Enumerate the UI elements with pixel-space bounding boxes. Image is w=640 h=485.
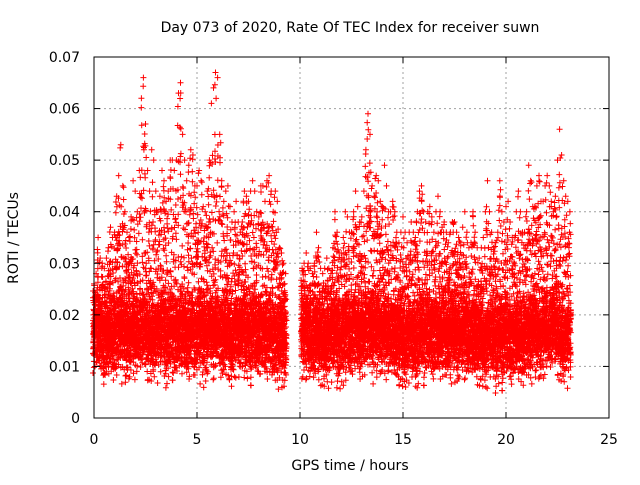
tick-labels: 0 5 10 15 20 25 0 0.01 0.02 0.03 0.04 0.05 0.06 0.07	[49, 50, 618, 448]
roti-points	[90, 69, 574, 396]
axis-ticks	[93, 56, 610, 419]
x-axis-label: GPS time / hours	[291, 458, 408, 474]
y-axis-label: ROTI / TECUs	[6, 192, 22, 284]
y-tick-label: 0.07	[49, 50, 80, 66]
y-tick-label: 0.01	[49, 359, 80, 375]
chart-title: Day 073 of 2020, Rate Of TEC Index for r…	[161, 20, 540, 36]
y-tick-label: 0	[71, 411, 80, 427]
data-points	[90, 69, 574, 396]
x-tick-label: 10	[291, 432, 309, 448]
x-tick-label: 5	[193, 432, 202, 448]
y-tick-label: 0.02	[49, 308, 80, 324]
x-tick-label: 0	[90, 432, 99, 448]
plot-frame	[93, 56, 610, 419]
x-tick-label: 25	[600, 432, 618, 448]
y-tick-label: 0.05	[49, 153, 80, 169]
y-tick-label: 0.03	[49, 256, 80, 272]
x-tick-label: 15	[394, 432, 412, 448]
y-tick-label: 0.04	[49, 205, 80, 221]
x-tick-label: 20	[497, 432, 515, 448]
y-tick-label: 0.06	[49, 102, 80, 118]
